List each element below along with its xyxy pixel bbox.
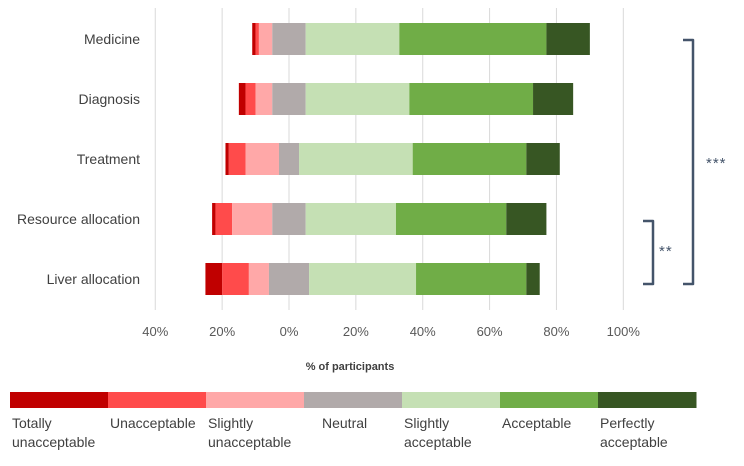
category-label-resource-allocation: Resource allocation	[17, 211, 140, 227]
bar-liver-allocation-perfectly-acceptable	[526, 263, 540, 295]
bar-diagnosis-slightly-acceptable	[305, 83, 410, 115]
legend-label-acceptable: Acceptable	[502, 415, 571, 431]
legend-swatch-acceptable	[500, 392, 599, 408]
bars	[205, 23, 590, 295]
x-tick-label: 60%	[477, 324, 503, 339]
legend-swatch-unacceptable	[108, 392, 207, 408]
legend-swatch-slightly-acceptable	[402, 392, 501, 408]
bar-medicine-unacceptable	[255, 23, 259, 55]
legend-label-slightly-unacceptable: Slightly unacceptable	[208, 415, 292, 450]
bar-diagnosis-acceptable	[409, 83, 534, 115]
legend-swatch-slightly-unacceptable	[206, 392, 305, 408]
x-tick-label: 40%	[410, 324, 436, 339]
category-label-diagnosis: Diagnosis	[79, 91, 140, 107]
bar-liver-allocation-slightly-acceptable	[309, 263, 417, 295]
bar-resource-allocation-acceptable	[395, 203, 507, 235]
category-label-liver-allocation: Liver allocation	[47, 271, 140, 287]
bar-medicine-acceptable	[399, 23, 547, 55]
bar-resource-allocation-neutral	[272, 203, 306, 235]
significance-label-double-star: **	[659, 243, 673, 260]
bar-medicine-slightly-acceptable	[305, 23, 400, 55]
x-tick-labels: 40% 20% 0% 20% 40% 60% 80% 100%	[142, 324, 640, 339]
bar-diagnosis-perfectly-acceptable	[533, 83, 574, 115]
bar-medicine-neutral	[272, 23, 306, 55]
legend-label-unacceptable: Unacceptable	[110, 415, 196, 431]
bar-liver-allocation-totally-unacceptable	[205, 263, 223, 295]
bar-diagnosis-unacceptable	[245, 83, 256, 115]
bar-treatment-acceptable	[412, 143, 527, 175]
bar-liver-allocation-unacceptable	[222, 263, 249, 295]
legend-swatch-neutral	[304, 392, 403, 408]
bar-resource-allocation-perfectly-acceptable	[506, 203, 547, 235]
bar-treatment-totally-unacceptable	[225, 143, 229, 175]
category-label-medicine: Medicine	[84, 31, 140, 47]
bar-resource-allocation-unacceptable	[215, 203, 233, 235]
significance-brackets: *****	[643, 38, 727, 286]
legend-swatch-perfectly-acceptable	[598, 392, 697, 408]
x-axis-title: % of participants	[306, 361, 395, 373]
bar-medicine-totally-unacceptable	[252, 23, 256, 55]
bar-treatment-perfectly-acceptable	[526, 143, 560, 175]
bar-resource-allocation-slightly-unacceptable	[232, 203, 273, 235]
bar-liver-allocation-slightly-unacceptable	[248, 263, 269, 295]
bracket-medicine-to-liver-allocation	[683, 38, 695, 286]
bar-diagnosis-neutral	[272, 83, 306, 115]
bar-liver-allocation-neutral	[268, 263, 310, 295]
bar-resource-allocation-slightly-acceptable	[305, 203, 396, 235]
bar-treatment-unacceptable	[228, 143, 246, 175]
legend-swatch-totally-unacceptable	[10, 392, 109, 408]
x-tick-label: 100%	[607, 324, 641, 339]
legend-label-neutral: Neutral	[322, 415, 367, 431]
bar-medicine-slightly-unacceptable	[258, 23, 273, 55]
x-tick-label: 20%	[343, 324, 369, 339]
legend-label-totally-unacceptable: Totally unacceptable	[12, 415, 96, 450]
category-label-treatment: Treatment	[77, 151, 140, 167]
bar-liver-allocation-acceptable	[416, 263, 527, 295]
bar-medicine-perfectly-acceptable	[546, 23, 590, 55]
category-labels: Medicine Diagnosis Treatment Resource alloc…	[17, 31, 140, 287]
legend: Totally unacceptable Unacceptable Slightly u…	[10, 392, 697, 450]
x-tick-label: 40%	[142, 324, 168, 339]
bar-treatment-slightly-unacceptable	[245, 143, 279, 175]
x-tick-label: 0%	[280, 324, 299, 339]
bar-resource-allocation-totally-unacceptable	[212, 203, 216, 235]
bar-treatment-slightly-acceptable	[299, 143, 413, 175]
significance-label-triple-star: ***	[706, 155, 727, 172]
x-tick-label: 20%	[209, 324, 235, 339]
bracket-resource-allocation-to-liver-allocation	[643, 219, 655, 286]
legend-label-slightly-acceptable: Slightly acceptable	[404, 415, 472, 450]
bar-diagnosis-totally-unacceptable	[238, 83, 246, 115]
bar-diagnosis-slightly-unacceptable	[255, 83, 273, 115]
x-tick-label: 80%	[543, 324, 569, 339]
bar-treatment-neutral	[278, 143, 300, 175]
legend-label-perfectly-acceptable: Perfectly acceptable	[600, 415, 668, 450]
